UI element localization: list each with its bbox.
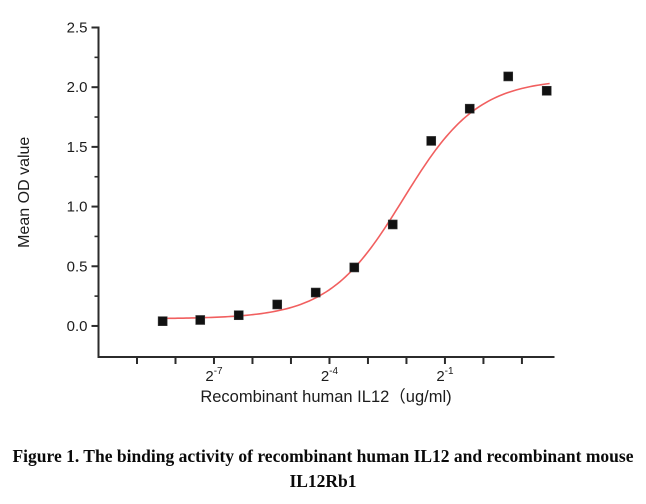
x-tick-label: 2-1 (436, 366, 454, 385)
x-axis-title: Recombinant human IL12（ug/ml) (200, 387, 451, 406)
data-point (541, 85, 552, 96)
x-tick-label: 2-4 (321, 366, 339, 385)
data-point (503, 71, 514, 82)
data-point (387, 219, 398, 230)
y-tick-label: 1.5 (67, 139, 88, 156)
y-tick-label: 1.0 (67, 199, 88, 216)
x-tick-label: 2-7 (205, 366, 223, 385)
data-point (310, 287, 321, 298)
data-point (464, 103, 475, 114)
y-tick-label: 0.5 (67, 258, 88, 275)
y-tick-label: 0.0 (67, 318, 88, 335)
chart-canvas: 0.0 0.5 1.0 1.5 2.0 2.5 2-7 2-4 2-1 Mean OD value… (16, 20, 555, 406)
axis-lines (97, 26, 555, 358)
figure-caption: Figure 1. The binding activity of recomb… (0, 444, 646, 494)
data-point (426, 136, 437, 146)
figure-caption-line2: IL12Rb1 (289, 471, 357, 491)
y-axis-title: Mean OD value (16, 137, 33, 248)
data-point (349, 262, 360, 273)
y-tick-label: 2.5 (67, 20, 88, 37)
data-point (195, 315, 206, 325)
data-point (233, 310, 244, 321)
data-point (272, 299, 283, 310)
data-point (157, 316, 168, 326)
fit-curve (158, 82, 550, 320)
binding-activity-chart: 0.0 0.5 1.0 1.5 2.0 2.5 2-7 2-4 2-1 Mean OD value… (16, 20, 555, 406)
figure-caption-line1: Figure 1. The binding activity of recomb… (12, 446, 634, 466)
y-tick-label: 2.0 (67, 79, 88, 96)
